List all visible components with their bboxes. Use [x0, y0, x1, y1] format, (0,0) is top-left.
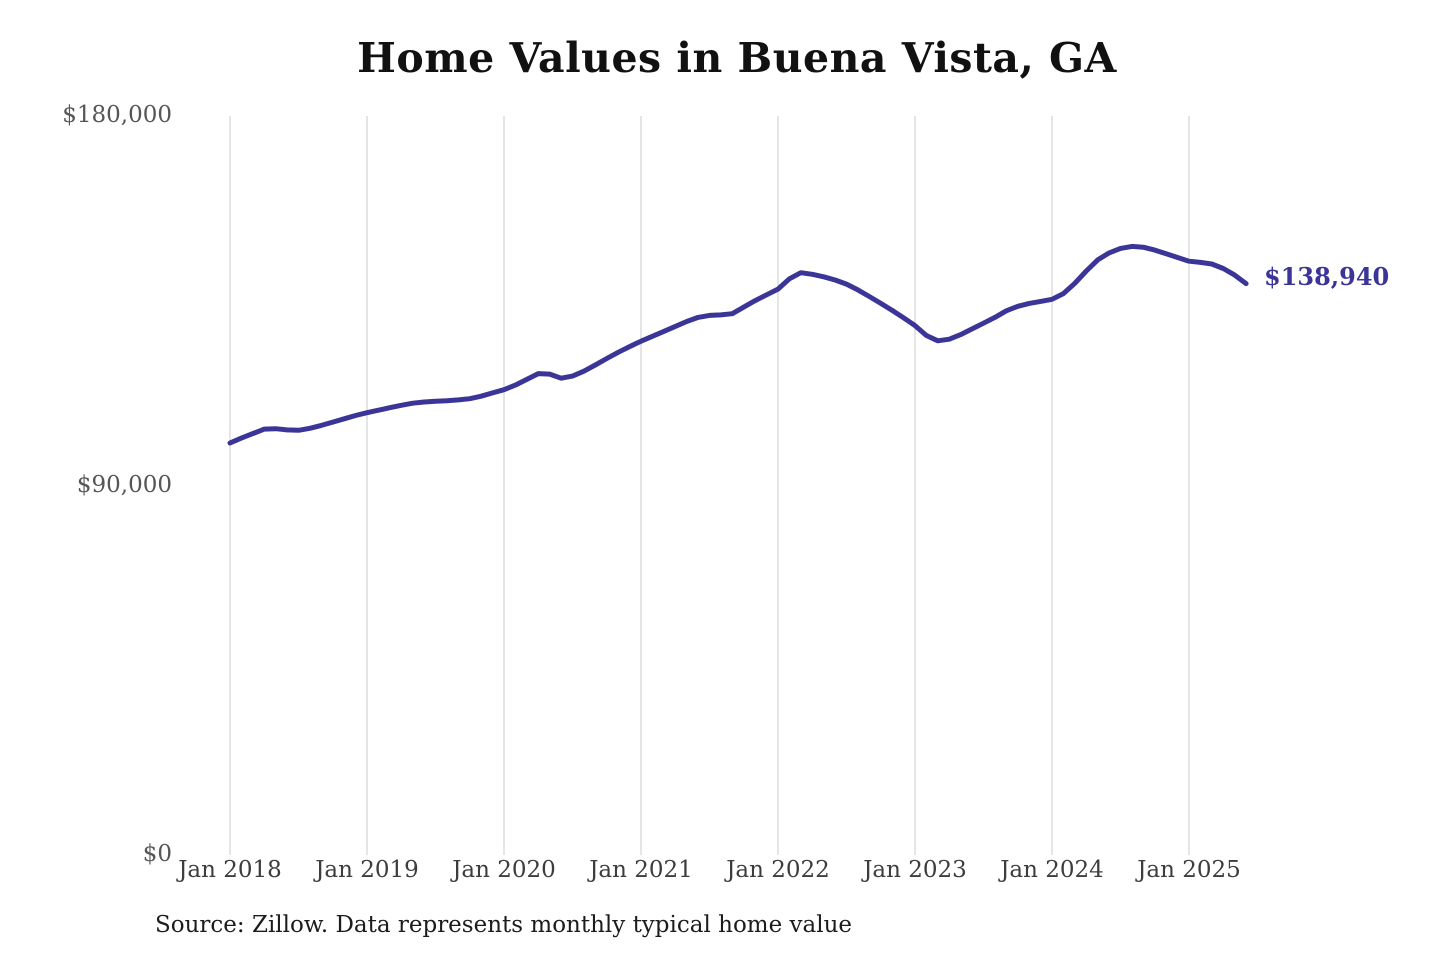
gridline-group	[229, 116, 1190, 855]
chart-title: Home Values in Buena Vista, GA	[357, 34, 1117, 82]
source-note: Source: Zillow. Data represents monthly …	[155, 912, 853, 938]
home-value-series-line	[227, 243, 1249, 446]
x-tick-label: Jan 2019	[315, 857, 419, 883]
x-tick-label: Jan 2023	[863, 857, 967, 883]
latest-value-annotation: $138,940	[1264, 262, 1390, 291]
x-tick-label: Jan 2018	[178, 857, 282, 883]
x-tick-label: Jan 2021	[589, 857, 693, 883]
x-tick-label: Jan 2020	[452, 857, 556, 883]
x-tick-label: Jan 2022	[726, 857, 830, 883]
x-tick-label: Jan 2024	[1000, 857, 1104, 883]
y-tick-label: $0	[142, 841, 172, 867]
x-tick-label: Jan 2025	[1137, 857, 1241, 883]
y-tick-label: $180,000	[62, 102, 172, 128]
y-tick-label: $90,000	[76, 471, 172, 498]
